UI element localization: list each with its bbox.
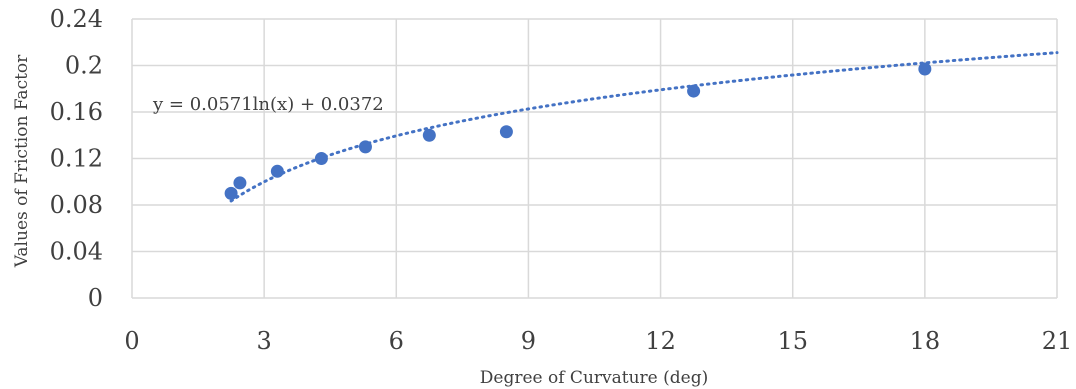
y-tick-label-1: 0.04	[50, 238, 103, 266]
y-tick-label-6: 0.24	[50, 5, 103, 33]
x-tick-label-6: 18	[910, 327, 941, 355]
data-points	[224, 62, 932, 200]
x-tick-label-4: 12	[645, 327, 676, 355]
data-point-0-5	[422, 128, 436, 142]
trendline-equation: y = 0.0571ln(x) + 0.0372	[152, 94, 384, 115]
data-point-0-1	[233, 176, 247, 190]
trendline	[229, 51, 1059, 203]
x-tick-label-5: 15	[777, 327, 808, 355]
data-point-0-6	[499, 125, 513, 139]
y-tick-label-5: 0.2	[65, 52, 103, 80]
data-point-0-8	[918, 62, 932, 76]
y-tick-label-4: 0.16	[50, 98, 103, 126]
data-point-0-7	[687, 84, 701, 98]
gridlines	[131, 18, 1058, 299]
x-tick-label-3: 9	[521, 327, 536, 355]
y-tick-labels: 0 0.04 0.08 0.12 0.16 0.2 0.24	[50, 5, 103, 312]
x-tick-label-0: 0	[124, 327, 139, 355]
data-point-0-3	[314, 152, 328, 165]
y-axis-title: Values of Friction Factor	[12, 54, 32, 268]
data-point-0-0	[224, 186, 238, 200]
x-tick-labels: 0 3 6 9 12 15 18 21	[124, 327, 1072, 355]
x-tick-label-2: 6	[389, 327, 404, 355]
data-point-0-2	[270, 164, 284, 178]
x-tick-label-7: 21	[1042, 327, 1073, 355]
y-tick-label-2: 0.08	[50, 191, 103, 219]
x-tick-label-1: 3	[257, 327, 272, 355]
y-tick-label-0: 0	[88, 284, 103, 312]
x-axis-title: Degree of Curvature (deg)	[480, 368, 708, 388]
data-point-0-4	[358, 140, 372, 154]
y-tick-label-3: 0.12	[50, 145, 103, 173]
